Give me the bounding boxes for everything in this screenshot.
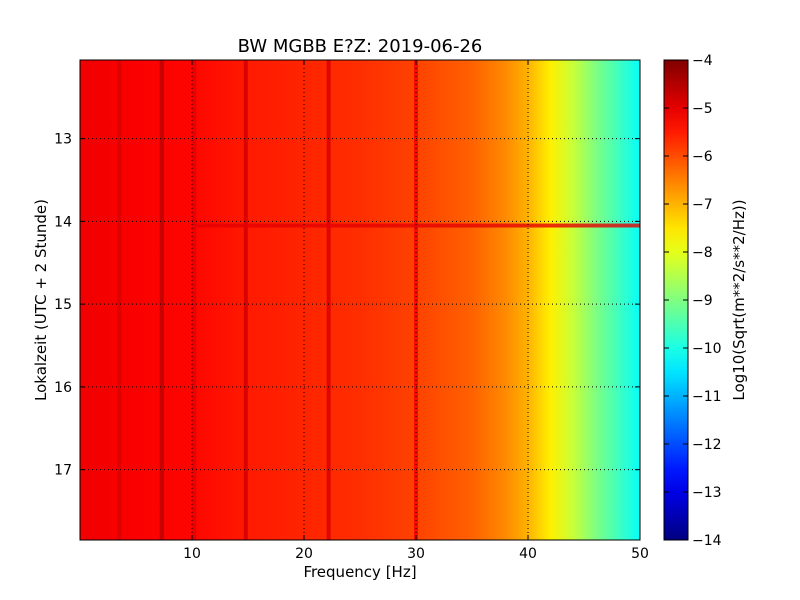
colorbar-tick-label: −14 — [692, 533, 722, 549]
colorbar-tick-label: −13 — [692, 485, 722, 501]
plot-area — [79, 59, 641, 541]
y-tick-label: 16 — [54, 380, 72, 396]
colorbar-ticks: −4 −5 −6 −7 −8 −9 −10 −11 −12 −13 −14 — [664, 53, 722, 549]
colorbar-tick-label: −4 — [692, 53, 713, 69]
x-tick-label: 40 — [519, 546, 537, 562]
x-axis: 10 20 30 40 50 — [183, 60, 649, 562]
y-tick-label: 15 — [54, 297, 72, 313]
x-axis-label: Frequency [Hz] — [303, 563, 416, 581]
spectral-line — [192, 60, 197, 540]
heatmap-background — [80, 60, 640, 540]
spectral-line — [117, 60, 122, 540]
colorbar-tick-label: −11 — [692, 389, 722, 405]
spectral-line — [326, 60, 331, 540]
plot-frame — [79, 59, 641, 541]
colorbar-tick-label: −6 — [692, 149, 713, 165]
chart-title: BW MGBB E?Z: 2019-06-26 — [238, 36, 483, 57]
y-tick-label: 13 — [54, 132, 72, 148]
y-axis: 13 14 15 16 17 — [54, 132, 640, 479]
colorbar-tick-label: −7 — [692, 197, 713, 213]
grid-lines — [80, 60, 640, 540]
x-tick-label: 50 — [631, 546, 649, 562]
colorbar-tick-label: −12 — [692, 437, 722, 453]
x-tick-label: 20 — [295, 546, 313, 562]
colorbar-tick-label: −8 — [692, 245, 713, 261]
y-tick-label: 17 — [54, 463, 72, 479]
y-tick-label: 14 — [54, 214, 72, 230]
event-line — [192, 223, 640, 228]
y-axis-label: Lokalzeit (UTC + 2 Stunde) — [32, 199, 50, 401]
colorbar-label: Log10(Sqrt(m**2/s**2/Hz)) — [730, 199, 748, 400]
colorbar-tick-label: −5 — [692, 101, 713, 117]
x-tick-label: 30 — [407, 546, 425, 562]
colorbar-tick-label: −9 — [692, 293, 713, 309]
colorbar: −4 −5 −6 −7 −8 −9 −10 −11 −12 −13 −14 — [663, 53, 722, 549]
spectral-line — [159, 60, 164, 540]
x-tick-label: 10 — [183, 546, 201, 562]
colorbar-tick-label: −10 — [692, 341, 722, 357]
spectral-line — [243, 60, 248, 540]
